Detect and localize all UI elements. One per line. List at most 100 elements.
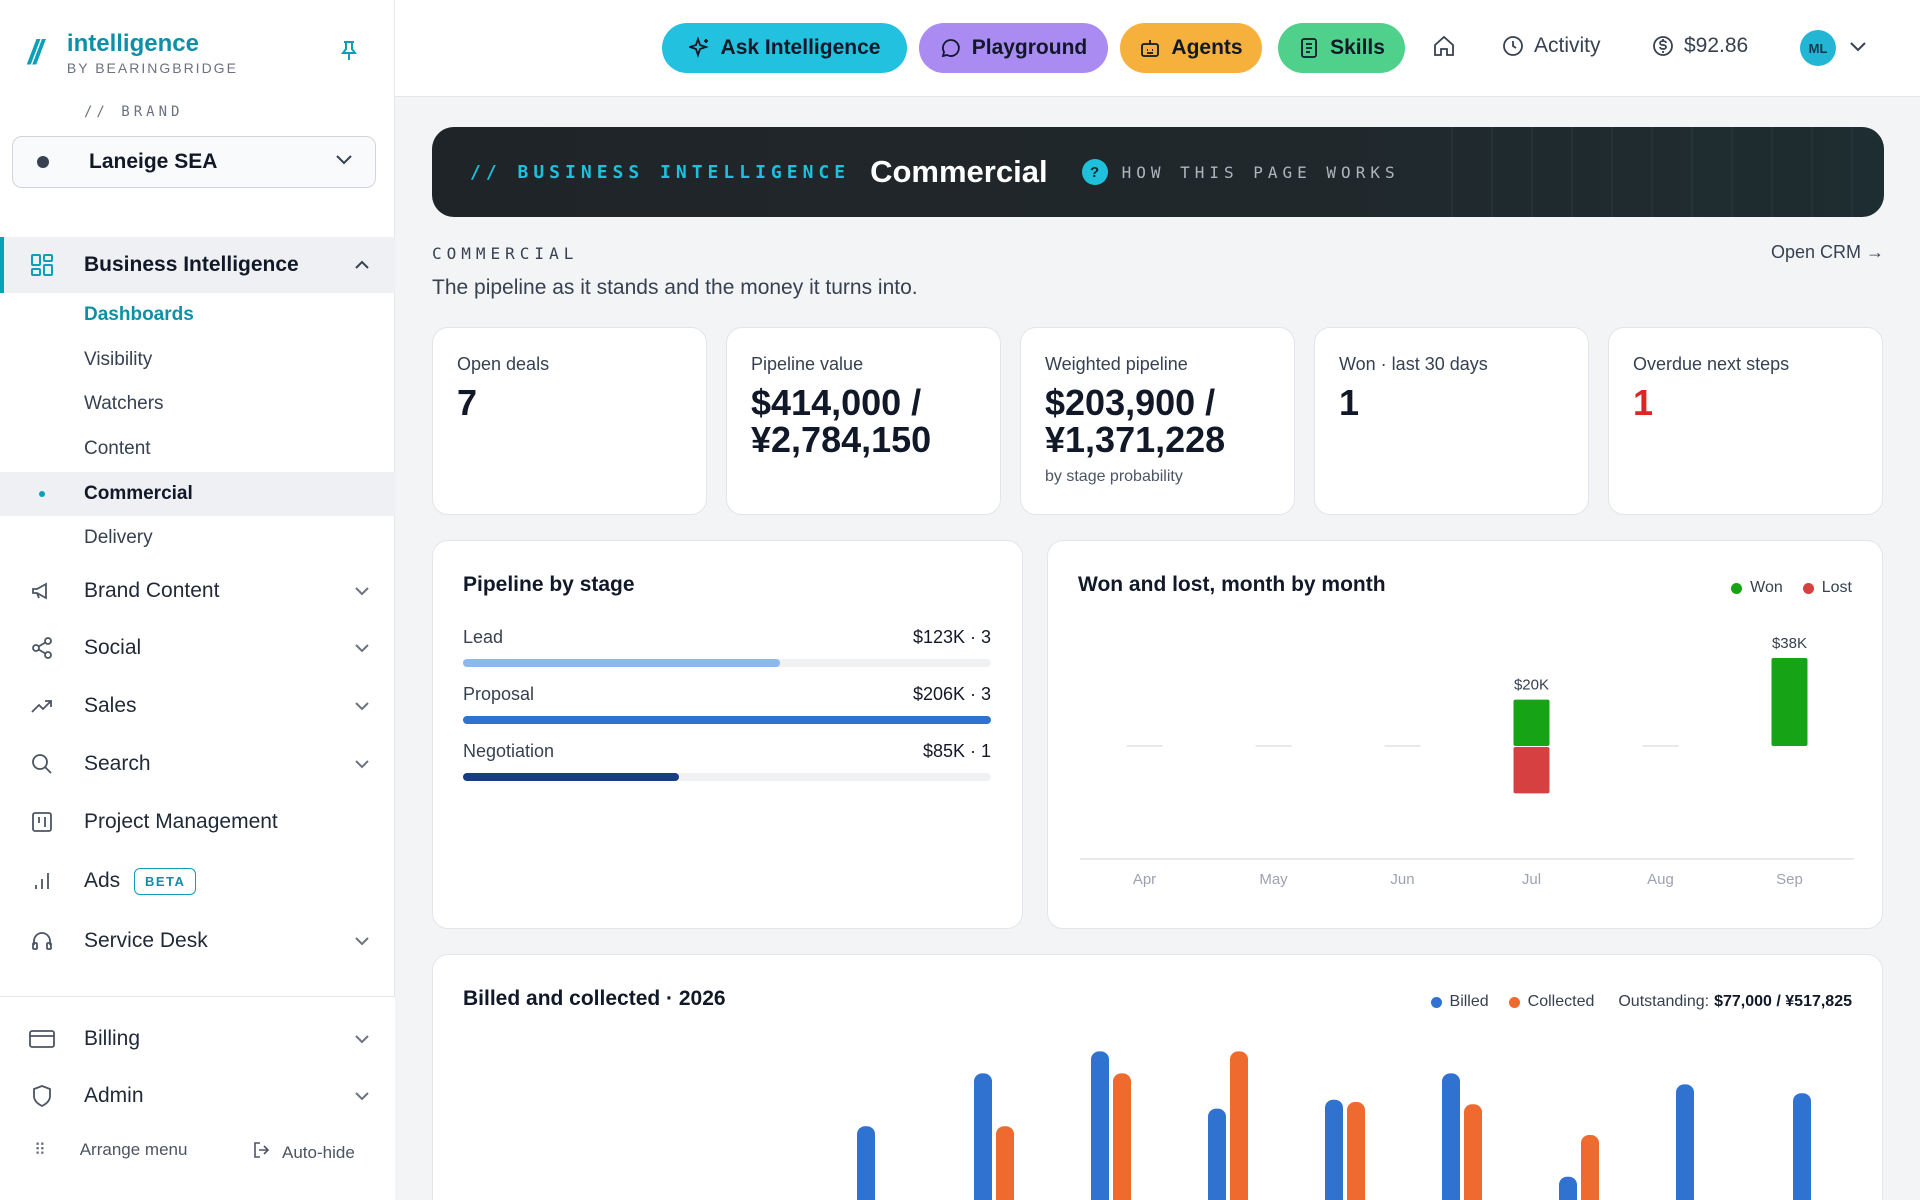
balance-display[interactable]: $92.86 (1652, 34, 1748, 58)
chat-bubble-icon (941, 39, 960, 58)
sidebar-subitem-watchers[interactable]: Watchers (0, 382, 395, 426)
legend-swatch (1802, 582, 1814, 594)
sidebar-item-label: Business Intelligence (84, 253, 299, 276)
sidebar-subitem-dashboards[interactable]: Dashboards (0, 293, 395, 337)
sidebar-item-billing[interactable]: Billing (0, 1011, 395, 1067)
sidebar-subitem-label: Visibility (84, 349, 153, 370)
stage-bar-fill (463, 716, 991, 724)
how-this-page-works-link[interactable]: HOW THIS PAGE WORKS (1121, 162, 1400, 182)
x-tick-label: Aug (1647, 871, 1674, 888)
sidebar-item-social[interactable]: Social (0, 620, 395, 676)
x-tick-label: Jul (1522, 871, 1541, 888)
card-title: Pipeline by stage (463, 573, 635, 596)
kpi-label: Open deals (457, 354, 550, 374)
sidebar-subitem-commercial[interactable]: Commercial (0, 472, 395, 516)
app-byline: BY BEARINGBRIDGE (66, 60, 238, 76)
sidebar-item-business-intelligence[interactable]: Business Intelligence (0, 237, 395, 293)
activity-button[interactable]: Activity (1502, 34, 1601, 58)
pin-icon[interactable] (340, 40, 358, 68)
lost-bar (1513, 747, 1550, 794)
share-icon (28, 634, 56, 662)
stage-bar-fill (463, 773, 680, 781)
collected-bar (996, 1126, 1014, 1200)
kpi-card-won-last-30-days: Won · last 30 days 1 (1314, 327, 1589, 515)
chevron-down-icon (335, 153, 353, 171)
kpi-card-weighted-pipeline: Weighted pipeline $203,900 / ¥1,371,228 … (1020, 327, 1295, 515)
sidebar-item-label: Billing (84, 1027, 141, 1050)
x-tick-label: Sep (1776, 871, 1803, 888)
sidebar-item-label: Brand Content (84, 579, 220, 602)
billed-bar (1442, 1073, 1460, 1200)
dollar-circle-icon (1653, 36, 1673, 56)
won-lost-card: Won and lost, month by month Won Lost Ap… (1047, 540, 1883, 929)
kpi-card-overdue-next-steps: Overdue next steps 1 (1608, 327, 1883, 515)
agents-button[interactable]: Agents (1120, 23, 1262, 73)
x-tick-label: Jun (1390, 871, 1414, 888)
playground-button[interactable]: Playground (919, 23, 1108, 73)
sparkle-icon (688, 37, 709, 58)
won-bar (1513, 699, 1550, 746)
chevron-down-icon[interactable] (1849, 40, 1867, 58)
stage-summary: $206K · 3 (912, 684, 991, 704)
billed-bar (1091, 1051, 1109, 1200)
arrange-menu-button[interactable]: ⠿ Arrange menu (34, 1140, 187, 1160)
sidebar-item-search[interactable]: Search (0, 736, 395, 792)
avatar[interactable]: ML (1800, 30, 1836, 66)
auto-hide-button[interactable]: Auto-hide (252, 1140, 355, 1165)
x-tick-label: May (1259, 871, 1288, 888)
sidebar-item-label: Search (84, 752, 151, 775)
sidebar-item-admin[interactable]: Admin (0, 1068, 395, 1124)
search-icon (28, 750, 56, 778)
sidebar-item-project-management[interactable]: Project Management (0, 794, 395, 850)
open-crm-link[interactable]: Open CRM → (1771, 242, 1885, 262)
help-icon[interactable]: ? (1081, 159, 1108, 185)
sidebar-subitem-delivery[interactable]: Delivery (0, 516, 395, 560)
ask-intelligence-button[interactable]: Ask Intelligence (662, 23, 907, 73)
kanban-icon (28, 808, 56, 836)
megaphone-icon (28, 577, 56, 605)
chevron-down-icon (354, 1031, 370, 1047)
sidebar-subitem-content[interactable]: Content (0, 427, 395, 471)
brand-select[interactable]: Laneige SEA (12, 136, 376, 188)
app-name: intelligence (66, 30, 199, 57)
chart-legend: Billed Collected Outstanding: $77,000 / … (1411, 993, 1852, 1011)
stage-name: Negotiation (463, 741, 555, 761)
sidebar-item-sales[interactable]: Sales (0, 678, 395, 734)
kpi-value: $414,000 / ¥2,784,150 (751, 382, 932, 460)
card-title: Billed and collected · 2026 (463, 987, 726, 1010)
stage-name: Proposal (463, 684, 535, 704)
sidebar-subitem-visibility[interactable]: Visibility (0, 338, 395, 382)
top-bar: Ask Intelligence Playground Agents Skill… (395, 0, 1920, 97)
sidebar: // intelligence BY BEARINGBRIDGE // BRAN… (0, 0, 395, 1200)
legend-label: Collected (1527, 993, 1595, 1010)
kpi-value: $203,900 / ¥1,371,228 (1045, 382, 1226, 460)
kpi-card-open-deals: Open deals 7 (432, 327, 707, 515)
skills-label: Skills (1330, 36, 1385, 59)
sidebar-item-ads[interactable]: Ads BETA (0, 853, 395, 909)
legend-item-collected: Collected (1508, 993, 1595, 1011)
beta-badge: BETA (134, 867, 197, 895)
billed-bar (857, 1126, 875, 1200)
sidebar-item-brand-content[interactable]: Brand Content (0, 563, 395, 619)
auto-hide-label: Auto-hide (282, 1142, 355, 1162)
kpi-label: Won · last 30 days (1339, 354, 1488, 374)
sidebar-item-label: Service Desk (84, 929, 208, 952)
sidebar-subitem-label: Watchers (84, 393, 164, 414)
bar-data-label: $20K (1514, 677, 1549, 694)
sidebar-item-label: Sales (84, 694, 137, 717)
book-icon (1301, 38, 1317, 58)
skills-button[interactable]: Skills (1278, 23, 1405, 73)
won-bar (1771, 658, 1808, 746)
stage-summary: $85K · 1 (922, 741, 991, 761)
headset-icon (28, 927, 56, 955)
legend-item-won: Won (1731, 579, 1783, 597)
sidebar-item-service-desk[interactable]: Service Desk (0, 913, 395, 969)
outstanding-summary: Outstanding: $77,000 / ¥517,825 (1618, 993, 1852, 1011)
app-logo[interactable]: // intelligence BY BEARINGBRIDGE (28, 30, 238, 76)
stage-track (463, 773, 991, 781)
legend-swatch (1430, 996, 1442, 1008)
billed-collected-card: Billed and collected · 2026 Billed Colle… (432, 954, 1883, 1200)
home-button[interactable] (1432, 34, 1466, 58)
brand-label: // BRAND (84, 104, 184, 120)
stage-track (463, 659, 991, 667)
